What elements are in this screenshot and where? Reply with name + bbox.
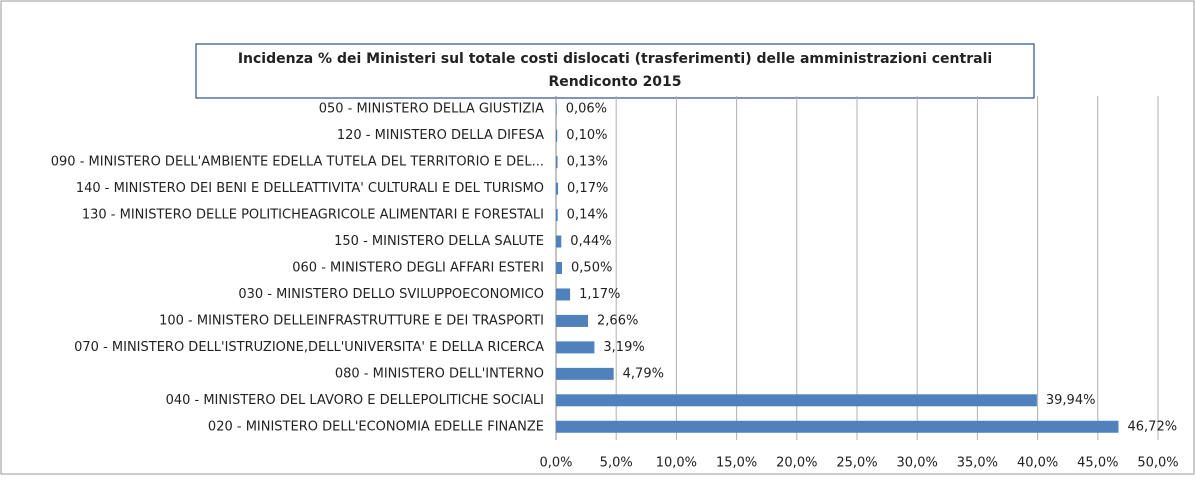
chart-subtitle: Rendiconto 2015 (548, 74, 681, 90)
bar (556, 341, 595, 354)
bar (556, 262, 563, 274)
data-label: 2,66% (597, 313, 638, 328)
data-label: 46,72% (1128, 419, 1178, 434)
bar (556, 420, 1119, 433)
bar (556, 288, 571, 301)
x-tick-label: 50,0% (1137, 456, 1178, 471)
bar (556, 103, 557, 116)
y-tick-label: 100 - MINISTERO DELLEINFRASTRUTTURE E DE… (159, 313, 544, 328)
y-tick-label: 080 - MINISTERO DELL'INTERNO (335, 366, 544, 381)
data-label: 0,50% (571, 261, 612, 276)
data-label: 39,94% (1046, 393, 1096, 408)
y-tick-label: 150 - MINISTERO DELLA SALUTE (334, 234, 544, 249)
x-tick-label: 0,0% (539, 456, 572, 471)
data-label: 0,44% (570, 234, 611, 249)
y-tick-label: 130 - MINISTERO DELLE POLITICHEAGRICOLE … (82, 208, 544, 223)
bar (556, 394, 1037, 407)
bar (556, 314, 589, 327)
data-label: 0,13% (567, 155, 608, 170)
y-tick-label: 050 - MINISTERO DELLA GIUSTIZIA (319, 102, 544, 117)
data-label: 1,17% (579, 287, 620, 302)
data-label: 0,17% (567, 181, 608, 196)
data-label: 3,19% (603, 340, 644, 355)
x-tick-label: 15,0% (716, 456, 757, 471)
x-tick-label: 30,0% (897, 456, 938, 471)
data-label: 4,79% (623, 366, 664, 381)
y-tick-label: 140 - MINISTERO DEI BENI E DELLEATTIVITA… (76, 181, 544, 196)
y-tick-label: 120 - MINISTERO DELLA DIFESA (337, 128, 544, 143)
x-tick-label: 20,0% (776, 456, 817, 471)
x-tick-label: 35,0% (957, 456, 998, 471)
bar (556, 156, 558, 169)
bar (556, 367, 614, 380)
y-tick-label: 040 - MINISTERO DEL LAVORO E DELLEPOLITI… (166, 393, 544, 408)
title-box (195, 43, 1035, 99)
data-label: 0,10% (566, 128, 607, 143)
x-tick-label: 5,0% (600, 456, 633, 471)
y-tick-label: 060 - MINISTERO DEGLI AFFARI ESTERI (292, 261, 544, 276)
data-label: 0,14% (567, 208, 608, 223)
x-tick-label: 10,0% (656, 456, 697, 471)
bar (556, 235, 562, 248)
chart-title: Incidenza % dei Ministeri sul totale cos… (238, 51, 992, 67)
x-tick-label: 45,0% (1077, 456, 1118, 471)
data-label: 0,06% (566, 102, 607, 117)
bar (556, 182, 559, 195)
bar (556, 129, 558, 142)
x-tick-label: 40,0% (1017, 456, 1058, 471)
y-tick-label: 030 - MINISTERO DELLO SVILUPPOECONOMICO (238, 287, 544, 302)
x-tick-label: 25,0% (836, 456, 877, 471)
y-tick-label: 070 - MINISTERO DELL'ISTRUZIONE,DELL'UNI… (74, 340, 544, 355)
y-tick-label: 090 - MINISTERO DELL'AMBIENTE EDELLA TUT… (51, 155, 544, 170)
y-tick-label: 020 - MINISTERO DELL'ECONOMIA EDELLE FIN… (208, 419, 544, 434)
bar (556, 209, 558, 222)
